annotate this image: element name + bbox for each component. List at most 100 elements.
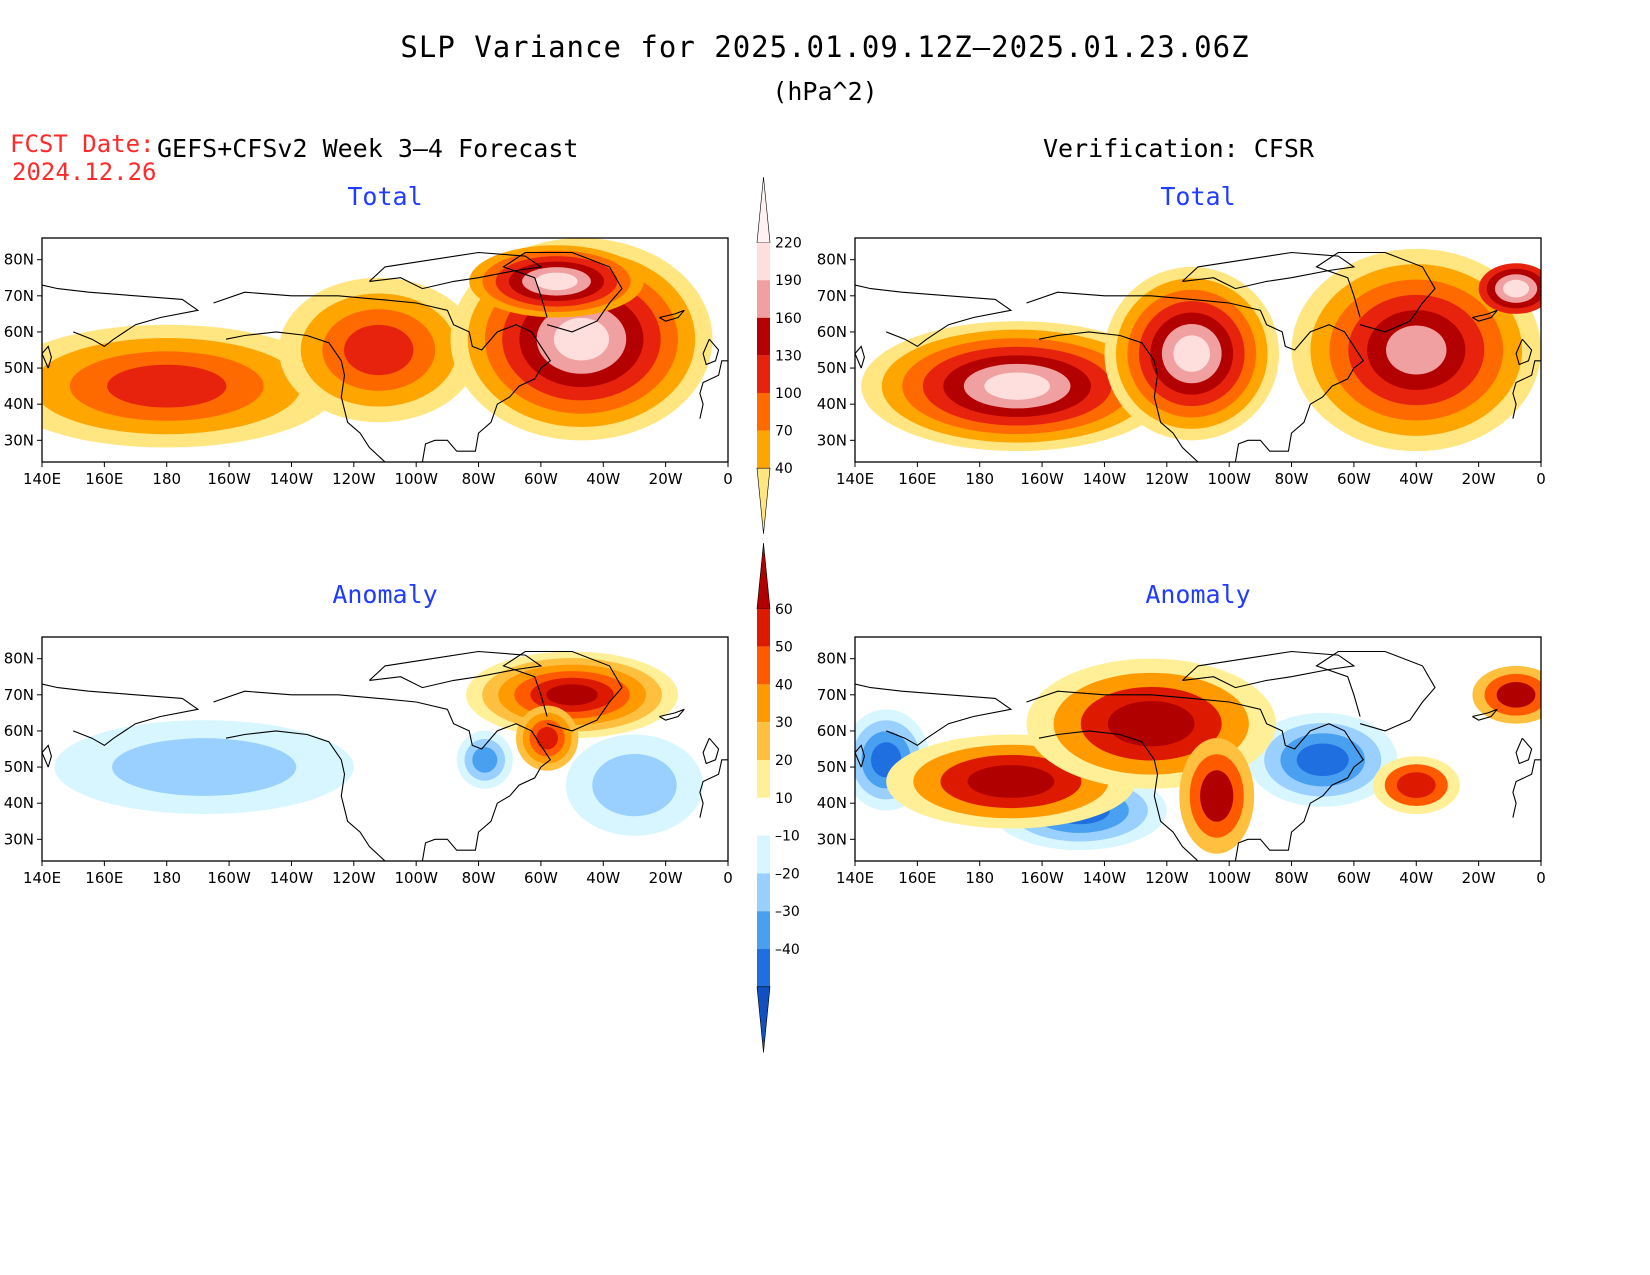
forecast-anomaly-map: 140E 160E 180 160W 140W 120W 100W 80W 60W 40W 20W 0… xyxy=(4,636,733,887)
forecast_total-lat-label-4: 40N xyxy=(4,395,34,413)
verification_anomaly-coastline-6 xyxy=(855,744,865,768)
forecast_anomaly-coastline-6 xyxy=(42,744,52,768)
forecast_anomaly-lat-label-5: 30N xyxy=(4,830,34,848)
forecast_total-coastline-5 xyxy=(42,284,200,348)
forecast_total-field xyxy=(42,238,713,448)
verification_total-lon-label-10: 20W xyxy=(1462,470,1496,488)
verification_total-lon-label-2: 180 xyxy=(965,470,994,488)
forecast_total-contour-0-3 xyxy=(107,364,227,408)
verification_total-lat-label-1: 70N xyxy=(817,287,847,305)
forecast_anomaly-lon-label-2: 180 xyxy=(152,869,181,887)
verification_anomaly-lon-label-4: 140W xyxy=(1083,869,1127,887)
total-colorbar-label-3: 130 xyxy=(775,348,802,364)
verification_total-lon-label-3: 160W xyxy=(1020,470,1064,488)
verification_total-coastline-7 xyxy=(1512,360,1541,419)
verification_anomaly-lon-label-6: 100W xyxy=(1207,869,1251,887)
verification_anomaly-coastline-7 xyxy=(1512,759,1541,818)
forecast_anomaly-lon-label-3: 160W xyxy=(207,869,251,887)
forecast_total-lat-label-5: 30N xyxy=(4,431,34,449)
verification_anomaly-coastline-0 xyxy=(1038,730,1199,861)
forecast_total-contour-3-5 xyxy=(535,272,578,291)
verification_total-lon-label-4: 140W xyxy=(1083,470,1127,488)
verification_anomaly-coastlines xyxy=(855,650,1541,861)
forecast_total-coastline-0 xyxy=(225,331,386,462)
forecast_anomaly-lon-label-8: 60W xyxy=(524,869,558,887)
forecast_anomaly-coastline-8 xyxy=(369,650,543,689)
anomaly-colorbar-label-5: 10 xyxy=(775,791,793,807)
forecast_total-contour-1-3 xyxy=(344,324,414,376)
verification_anomaly-lat-label-5: 30N xyxy=(817,830,847,848)
total-colorbar-label-6: 40 xyxy=(775,461,793,477)
total-colorbar-arrow-top xyxy=(756,176,771,243)
forecast_total-coastline-7 xyxy=(699,360,728,419)
total-colorbar-swatch-2 xyxy=(757,280,770,318)
verification_anomaly-lon-label-11: 0 xyxy=(1536,869,1546,887)
verification_anomaly-lon-label-8: 60W xyxy=(1337,869,1371,887)
verification_total-coastline-8 xyxy=(1182,251,1356,290)
forecast_total-frame xyxy=(41,237,729,463)
forecast_anomaly-lon-label-11: 0 xyxy=(723,869,733,887)
forecast_total-coastlines xyxy=(42,251,728,462)
fcst-date-label: FCST Date: xyxy=(10,130,155,158)
forecast_anomaly-lat-label-4: 40N xyxy=(4,794,34,812)
verification_total-coastline-1 xyxy=(1026,291,1365,462)
forecast_anomaly-lat-label-2: 60N xyxy=(4,722,34,740)
verification_anomaly-lat-label-3: 50N xyxy=(817,758,847,776)
forecast_total-coastline-1 xyxy=(213,291,552,462)
verification_anomaly-coastline-8 xyxy=(1182,650,1356,689)
verification_anomaly-lon-label-9: 40W xyxy=(1399,869,1433,887)
anomaly-colorbar-swatch-10 xyxy=(757,949,770,987)
anomaly-colorbar-arrow-bottom xyxy=(756,986,771,1053)
anomaly-colorbar-label-0: 60 xyxy=(775,602,793,618)
forecast_anomaly-contour-0-1 xyxy=(112,738,297,796)
verification_total-lat-label-2: 60N xyxy=(817,323,847,341)
forecast_anomaly-lon-label-10: 20W xyxy=(649,869,683,887)
forecast_anomaly-contour-3-5 xyxy=(546,684,598,706)
forecast_total-lon-label-10: 20W xyxy=(649,470,683,488)
verification_anomaly-lat-label-0: 80N xyxy=(817,650,847,668)
total-colorbar-swatch-1 xyxy=(757,242,770,281)
total-colorbar-arrow-bottom xyxy=(756,467,771,534)
verification_total-frame xyxy=(854,237,1542,463)
figure-units: (hPa^2) xyxy=(772,77,878,106)
forecast_total-lon-label-1: 160E xyxy=(85,470,123,488)
verification_total-lon-label-5: 120W xyxy=(1145,470,1189,488)
verification_anomaly-coastline-1 xyxy=(1026,690,1365,861)
forecast_anomaly-field xyxy=(54,651,704,836)
forecast_total-lon-label-5: 120W xyxy=(332,470,376,488)
forecast_total-lat-label-0: 80N xyxy=(4,251,34,269)
anomaly-colorbar-label-9: –40 xyxy=(775,942,800,958)
verification_total-lon-label-7: 80W xyxy=(1275,470,1309,488)
verification_total-contour-3-3 xyxy=(1503,279,1530,298)
verification-anomaly-title: Anomaly xyxy=(1145,580,1251,609)
verification_total-lat-label-4: 40N xyxy=(817,395,847,413)
anomaly-colorbar-label-6: –10 xyxy=(775,829,800,845)
anomaly-colorbar-label-2: 40 xyxy=(775,677,793,693)
verification_anomaly-contour-6-2 xyxy=(1496,681,1536,708)
anomaly-colorbar-label-4: 20 xyxy=(775,753,793,769)
verification-heading: Verification: CFSR xyxy=(1043,134,1314,163)
forecast_total-lon-label-4: 140W xyxy=(270,470,314,488)
verification_total-lat-label-3: 50N xyxy=(817,359,847,377)
verification_total-lon-label-11: 0 xyxy=(1536,470,1546,488)
forecast_total-lon-label-2: 180 xyxy=(152,470,181,488)
verification_anomaly-contour-7-2 xyxy=(1396,772,1436,798)
verification_total-coastline-0 xyxy=(1038,331,1199,462)
anomaly-colorbar-label-1: 50 xyxy=(775,640,793,656)
verification_total-coastline-3 xyxy=(1472,309,1498,322)
verification_total-lat-label-0: 80N xyxy=(817,251,847,269)
verification_total-coastlines xyxy=(855,251,1541,462)
verification_total-lat-label-5: 30N xyxy=(817,431,847,449)
verification_anomaly-field xyxy=(855,658,1541,854)
verification_anomaly-frame xyxy=(854,636,1542,862)
anomaly-colorbar-swatch-8 xyxy=(757,873,770,912)
forecast_total-coastline-2 xyxy=(502,251,623,333)
forecast_total-lat-label-1: 70N xyxy=(4,287,34,305)
forecast_anomaly-lon-label-9: 40W xyxy=(586,869,620,887)
verification_anomaly-coastline-2 xyxy=(1315,650,1436,732)
forecast-total-map: 140E 160E 180 160W 140W 120W 100W 80W 60W 40W 20W 0… xyxy=(4,237,733,488)
anomaly-colorbar-swatch-6 xyxy=(757,797,770,836)
anomaly-colorbar-swatch-3 xyxy=(757,684,770,723)
anomaly-colorbar-swatch-7 xyxy=(757,835,770,874)
total-colorbar-label-2: 160 xyxy=(775,311,802,327)
